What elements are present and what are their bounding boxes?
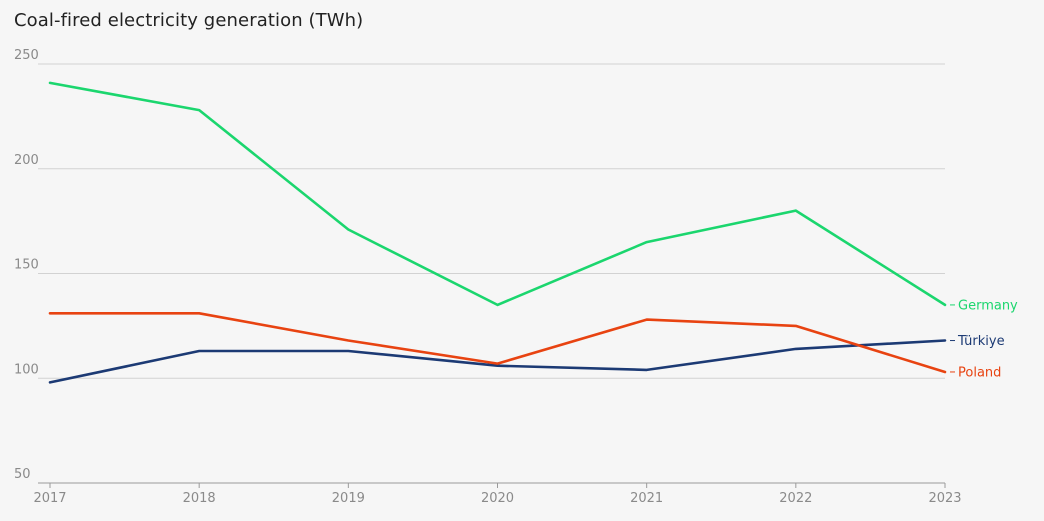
- axes: 50 100 150 200 250 2017 2018 2019 2020 2021 2022 20…: [14, 48, 962, 506]
- x-tick-label-2020: 2020: [481, 491, 514, 506]
- y-tick-label-150: 150: [14, 258, 39, 273]
- series-label-poland: Poland: [958, 365, 1001, 380]
- series-label-t-rkiye: Türkiye: [957, 334, 1005, 349]
- series-line-t-rkiye: [48, 339, 947, 384]
- x-tick-label-2017: 2017: [33, 491, 66, 506]
- x-tick-label-2018: 2018: [183, 491, 216, 506]
- x-tick-label-2023: 2023: [928, 491, 961, 506]
- series-label-germany: Germany: [958, 298, 1018, 313]
- y-tick-label-250: 250: [14, 48, 39, 63]
- x-tick-label-2021: 2021: [630, 491, 663, 506]
- series-labels: Germany Türkiye Poland: [950, 298, 1018, 380]
- y-tick-label-50: 50: [14, 467, 31, 482]
- x-tick-label-2019: 2019: [332, 491, 365, 506]
- x-tick-label-2022: 2022: [779, 491, 812, 506]
- grid-lines: [38, 63, 945, 379]
- y-tick-label-200: 200: [14, 153, 39, 168]
- chart-title: Coal-fired electricity generation (TWh): [14, 10, 364, 31]
- y-tick-label-100: 100: [14, 362, 39, 377]
- series-line-poland: [48, 311, 947, 374]
- series-line-germany: [48, 81, 947, 307]
- series-lines: [48, 81, 947, 384]
